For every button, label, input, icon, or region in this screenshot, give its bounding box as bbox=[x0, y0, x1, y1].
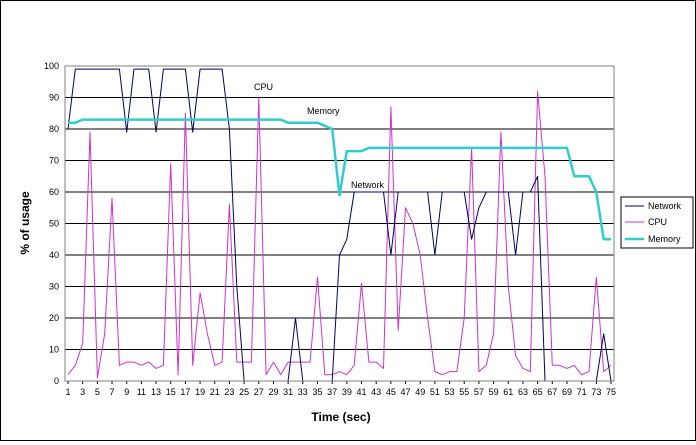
annotation-cpu: CPU bbox=[254, 82, 273, 92]
y-tick-labels: 0 10 20 30 40 50 60 70 80 90 100 bbox=[44, 61, 59, 386]
y-tick-label: 100 bbox=[44, 61, 59, 71]
x-tick-label: 9 bbox=[124, 387, 129, 397]
x-tick-label: 23 bbox=[224, 387, 234, 397]
y-tick-label: 70 bbox=[49, 156, 59, 166]
x-tick-label: 71 bbox=[577, 387, 587, 397]
x-tick-label: 25 bbox=[239, 387, 249, 397]
x-tick-label: 35 bbox=[312, 387, 322, 397]
x-tick-label: 49 bbox=[415, 387, 425, 397]
legend: Network CPU Memory bbox=[620, 196, 694, 249]
x-tick-label: 47 bbox=[401, 387, 411, 397]
x-tick-label: 39 bbox=[342, 387, 352, 397]
x-tick-label: 53 bbox=[445, 387, 455, 397]
x-tick-label: 31 bbox=[283, 387, 293, 397]
x-tick-label: 11 bbox=[137, 387, 146, 397]
plot-border bbox=[64, 65, 615, 382]
x-tick-label: 63 bbox=[518, 387, 528, 397]
x-tick-label: 13 bbox=[151, 387, 161, 397]
x-tick-label: 69 bbox=[562, 387, 572, 397]
x-tick-label: 33 bbox=[298, 387, 308, 397]
y-tick-label: 10 bbox=[49, 345, 59, 355]
series-line-cpu bbox=[67, 90, 612, 379]
annotation-memory: Memory bbox=[307, 106, 340, 116]
y-axis-title: % of usage bbox=[18, 191, 32, 255]
x-tick-label: 51 bbox=[430, 387, 440, 397]
x-tick-label: 5 bbox=[95, 387, 100, 397]
x-tick-label: 75 bbox=[606, 387, 616, 397]
y-tick-label: 40 bbox=[49, 250, 59, 260]
x-tick-label: 29 bbox=[268, 387, 278, 397]
y-tick-label: 90 bbox=[49, 93, 59, 103]
x-tick-label: 65 bbox=[533, 387, 543, 397]
x-tick-label: 27 bbox=[254, 387, 264, 397]
x-tick-label: 17 bbox=[180, 387, 190, 397]
x-tick-label: 21 bbox=[210, 387, 220, 397]
series-line-memory bbox=[68, 118, 611, 241]
x-tick-label: 37 bbox=[327, 387, 337, 397]
y-tick-label: 0 bbox=[54, 376, 59, 386]
annotation-network: Network bbox=[351, 180, 385, 190]
x-tick-label: 61 bbox=[503, 387, 513, 397]
x-tick-label: 59 bbox=[489, 387, 499, 397]
series-layer bbox=[67, 68, 612, 382]
legend-label-memory: Memory bbox=[648, 234, 681, 244]
y-tick-label: 30 bbox=[49, 282, 59, 292]
y-tick-label: 50 bbox=[49, 219, 59, 229]
x-tick-label: 15 bbox=[166, 387, 176, 397]
x-tick-label: 57 bbox=[474, 387, 484, 397]
x-axis-title: Time (sec) bbox=[311, 410, 370, 424]
legend-label-network: Network bbox=[648, 201, 682, 211]
x-tick-label: 67 bbox=[547, 387, 557, 397]
x-tick-label: 45 bbox=[386, 387, 396, 397]
x-tick-label: 41 bbox=[357, 387, 367, 397]
x-tick-labels: 1 3 5 7 9 11 13 15 17 19 21 23 25 27 29 31 33 35 37 39 41 43 4… bbox=[65, 381, 616, 397]
legend-label-cpu: CPU bbox=[648, 217, 667, 227]
x-tick-label: 73 bbox=[591, 387, 601, 397]
x-tick-label: 19 bbox=[195, 387, 205, 397]
y-tick-label: 60 bbox=[49, 187, 59, 197]
x-tick-label: 43 bbox=[371, 387, 381, 397]
x-tick-label: 55 bbox=[459, 387, 469, 397]
x-tick-label: 7 bbox=[110, 387, 115, 397]
x-tick-label: 3 bbox=[80, 387, 85, 397]
x-tick-label: 1 bbox=[65, 387, 70, 397]
y-tick-label: 20 bbox=[49, 313, 59, 323]
series-line-network bbox=[67, 68, 612, 382]
y-tick-label: 80 bbox=[49, 124, 59, 134]
